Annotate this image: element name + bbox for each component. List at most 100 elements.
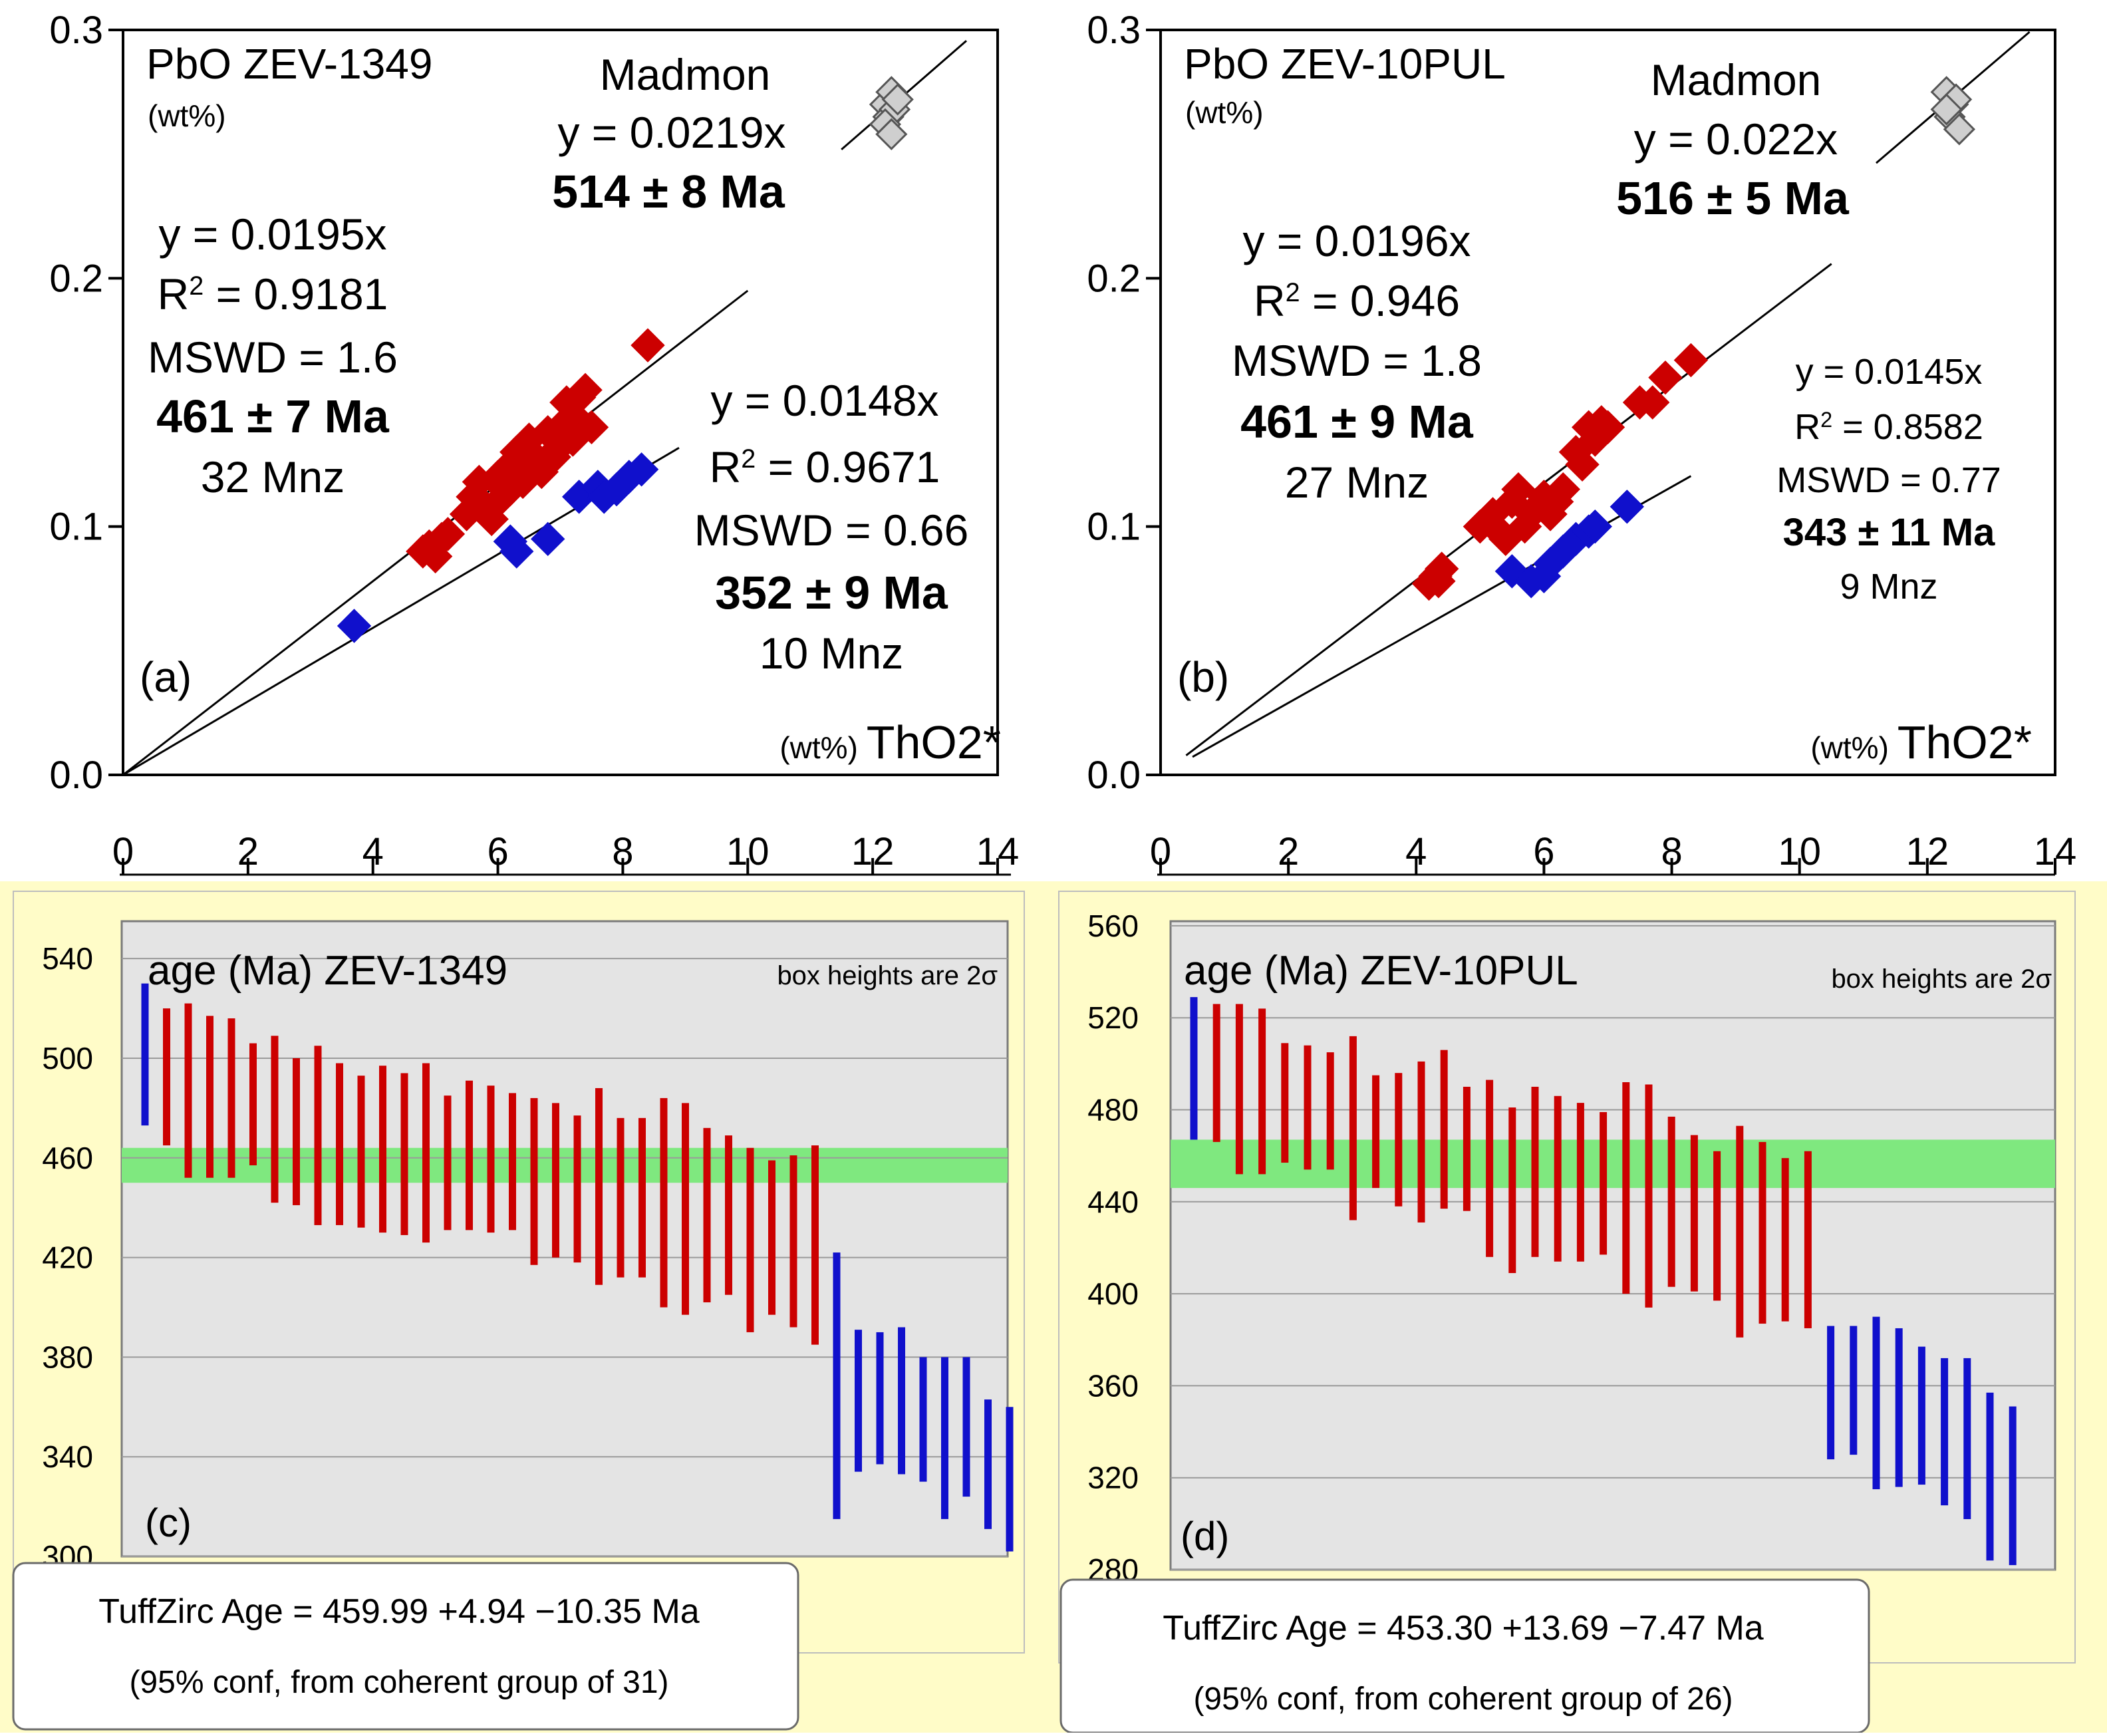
age-bar-blue [919,1357,927,1482]
red-count: 27 Mnz [1285,458,1429,507]
age-bar-red [249,1043,257,1166]
blue-equation: y = 0.0145x [1796,352,1983,392]
red-equation: y = 0.0196x [1242,216,1471,265]
panel-label: (d) [1181,1514,1229,1558]
blue-r2-value: = 0.9671 [756,442,940,492]
tuffzirc-age: TuffZirc Age = 459.99 +4.94 −10.35 Ma [98,1592,699,1631]
age-bar-red [746,1147,754,1332]
age-bar-blue [141,983,149,1126]
red-r2: R2 = 0.946 [1254,276,1460,325]
age-bar-red [1713,1151,1721,1301]
age-bar-red [293,1058,300,1205]
data-point-red [1565,447,1600,482]
age-bar-red [466,1080,473,1230]
madmon-age: 514 ± 8 Ma [552,166,785,217]
age-bar-red [1736,1125,1744,1338]
superscript-2: 2 [1286,278,1300,307]
age-bar-red [552,1103,559,1258]
data-point-red [568,372,603,408]
x-tick-label: 2 [237,830,259,873]
blue-mswd: MSWD = 0.77 [1776,460,2001,500]
age-bar-red [357,1076,365,1228]
age-bar-red [1463,1086,1471,1211]
y-tick-label: 540 [42,941,93,976]
age-bar-red [725,1135,732,1295]
data-point-Madmon [1930,93,1963,126]
data-point-red [555,422,590,457]
panel-b: 0.0 0.1 0.2 0.3 0 2 4 6 8 10 12 14 PbO ZEV-10PUL (wt%… [1087,9,2076,876]
age-bar-red [1326,1052,1334,1170]
age-bar-red [1440,1050,1448,1209]
age-bar-red [682,1103,689,1315]
superscript-2: 2 [189,271,204,301]
x-tick-label: 2 [1278,830,1299,873]
red-age: 461 ± 7 Ma [156,390,390,442]
red-r2: R2 = 0.9181 [158,269,388,319]
age-bar-red [1508,1107,1516,1273]
age-bar-red [422,1063,430,1243]
age-bar-red [206,1016,213,1178]
age-bar-blue [984,1399,992,1529]
red-mswd: MSWD = 1.6 [148,333,398,382]
data-point-blue [499,534,534,569]
age-bar-blue [1850,1326,1858,1455]
plot-frame [1159,29,2056,776]
x-tick-label: 12 [1906,830,1949,873]
age-bar-red [509,1093,516,1230]
data-point-Madmon [875,118,908,150]
panel-label: (b) [1177,653,1229,701]
y-tick-label: 380 [42,1340,93,1374]
data-point-red [1421,564,1456,599]
y-tick-label: 0.0 [1087,754,1141,797]
age-bar-red [1417,1061,1425,1223]
madmon-label: Madmon [1651,55,1822,104]
y-tick-label: 460 [42,1141,93,1175]
x-tick-label: 6 [487,830,508,873]
data-point-red [537,440,571,474]
age-bar-blue [2009,1406,2017,1566]
age-bar-red [811,1145,819,1345]
y-tick-label: 0.3 [1087,9,1141,52]
x-tick-label: 6 [1533,830,1554,873]
plot-area [1169,920,2056,1571]
age-bar-red [1281,1043,1289,1163]
age-bar-red [617,1117,625,1278]
age-bar-red [271,1036,279,1203]
age-bar-blue [1827,1326,1835,1460]
x-tick-label: 12 [851,830,895,873]
age-bar-red [1600,1111,1608,1255]
y-tick-label: 0.2 [1087,257,1141,300]
age-bar-red [573,1115,581,1263]
y-tick-label: 360 [1087,1368,1139,1403]
data-point-red [480,484,515,519]
chart-note: box heights are 2σ [1831,964,2052,994]
age-bar-red [1531,1086,1539,1257]
x-unit-label: (wt%) [1810,730,1897,765]
x-tick-label: 8 [1661,830,1682,873]
data-point-blue [624,452,659,487]
x-tick-label: 4 [362,830,384,873]
blue-r2-label: R [1794,407,1820,447]
y-tick-label: 500 [42,1041,93,1076]
x-axis-label: (wt%) ThO2* [779,716,1001,768]
age-bar-red [227,1018,235,1178]
madmon-equation: y = 0.0219x [557,108,785,157]
superscript-2: 2 [1820,408,1832,432]
data-point-red [1635,385,1670,420]
y-unit-label: (wt%) [148,98,226,133]
age-bar-red [379,1066,386,1233]
age-bar-red [1395,1073,1403,1207]
red-equation: y = 0.0195x [158,210,386,259]
chart-title: PbO ZEV-1349 [146,40,432,88]
blue-r2: R2 = 0.9671 [710,442,940,492]
y-tick-label: 420 [42,1240,93,1275]
age-bar-red [400,1073,408,1235]
age-bar-blue [962,1357,970,1497]
blue-count: 10 Mnz [760,629,903,678]
age-bar-blue [855,1330,862,1472]
age-bar-blue [898,1327,905,1475]
y-tick-label: 0.3 [49,9,103,52]
age-bar-red [1576,1103,1584,1262]
